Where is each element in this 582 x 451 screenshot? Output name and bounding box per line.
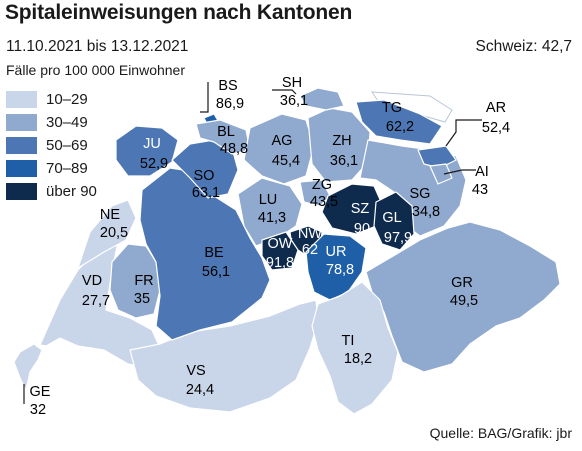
- legend-label: über 90: [46, 183, 97, 200]
- canton-so: [171, 139, 239, 199]
- canton-ti: [311, 281, 399, 415]
- canton-value-lu: 41,3: [258, 210, 286, 226]
- canton-code-bl: BL: [217, 124, 235, 140]
- canton-code-vs: VS: [186, 363, 205, 379]
- canton-value-bs: 86,9: [216, 96, 244, 112]
- national-average: Schweiz: 42,7: [475, 38, 573, 55]
- canton-code-ag: AG: [272, 133, 293, 149]
- canton-code-zg: ZG: [312, 177, 332, 193]
- canton-value-zg: 43,5: [310, 194, 338, 210]
- leader-line-ai: [443, 169, 476, 175]
- legend-swatch: [6, 114, 37, 131]
- canton-value-sg: 34,8: [412, 204, 440, 220]
- canton-code-ti: TI: [342, 333, 355, 349]
- canton-code-be: BE: [204, 245, 224, 261]
- legend-swatch: [6, 91, 37, 108]
- legend-swatch: [6, 160, 37, 177]
- canton-ju: [115, 125, 179, 177]
- canton-value-ti: 18,2: [344, 351, 372, 367]
- canton-lu: [237, 177, 303, 247]
- canton-code-nw: NW: [298, 226, 322, 242]
- canton-value-vs: 24,4: [186, 382, 214, 398]
- canton-bl: [195, 119, 251, 155]
- canton-value-bl: 48,8: [220, 141, 248, 157]
- canton-value-ge: 32: [30, 402, 46, 418]
- legend-item: 70–89: [6, 157, 97, 180]
- canton-value-ur: 78,8: [326, 262, 354, 278]
- canton-zg: [299, 179, 331, 207]
- canton-code-sg: SG: [410, 186, 431, 202]
- canton-sh: [299, 87, 345, 111]
- canton-code-bs: BS: [218, 78, 237, 94]
- canton-code-so: SO: [194, 168, 215, 184]
- canton-code-sh: SH: [282, 75, 302, 91]
- canton-ar: [417, 145, 457, 169]
- canton-value-nw: 62: [302, 242, 318, 258]
- canton-code-gr: GR: [451, 275, 473, 291]
- canton-fr: [109, 243, 161, 319]
- canton-code-sz: SZ: [351, 201, 370, 217]
- canton-ag: [243, 113, 315, 185]
- canton-ow: [261, 231, 299, 271]
- canton-code-zh: ZH: [332, 133, 351, 149]
- source-credit: Quelle: BAG/Grafik: jbr: [429, 425, 572, 441]
- leader-line-sh: [272, 89, 297, 95]
- chart-title: Spitaleinweisungen nach Kantonen: [5, 1, 353, 24]
- canton-ur: [305, 233, 367, 301]
- canton-value-zh: 36,1: [330, 153, 358, 169]
- canton-code-ow: OW: [268, 236, 293, 252]
- canton-value-gl: 97,9: [384, 230, 412, 246]
- canton-value-gr: 49,5: [450, 293, 478, 309]
- legend-title: Fälle pro 100 000 Einwohner: [6, 62, 186, 78]
- canton-gl: [373, 191, 415, 251]
- legend-label: 10–29: [46, 91, 88, 108]
- canton-ge: [13, 343, 43, 391]
- legend-item: 10–29: [6, 88, 97, 111]
- canton-value-ne: 20,5: [100, 225, 128, 241]
- canton-code-vd: VD: [82, 273, 102, 289]
- canton-ai: [429, 163, 453, 185]
- canton-code-lu: LU: [259, 192, 278, 208]
- canton-code-ar: AR: [486, 100, 506, 116]
- legend-label: 50–69: [46, 137, 88, 154]
- legend: 10–29 30–49 50–69 70–89 über 90: [6, 88, 97, 203]
- canton-code-fr: FR: [134, 273, 153, 289]
- legend-item: 30–49: [6, 111, 97, 134]
- canton-value-sz: 90: [354, 221, 370, 237]
- canton-value-vd: 27,7: [82, 293, 110, 309]
- canton-tg: [355, 99, 443, 145]
- canton-code-ai: AI: [475, 164, 489, 180]
- legend-label: 70–89: [46, 160, 88, 177]
- legend-swatch: [6, 137, 37, 154]
- canton-value-ju: 52,9: [140, 156, 168, 172]
- date-range: 11.10.2021 bis 13.12.2021: [6, 38, 189, 55]
- legend-swatch: [6, 183, 37, 200]
- canton-value-fr: 35: [134, 291, 150, 307]
- canton-value-be: 56,1: [202, 264, 230, 280]
- canton-ne: [77, 199, 137, 269]
- canton-code-gl: GL: [382, 210, 401, 226]
- canton-gr: [365, 221, 561, 373]
- canton-value-so: 63,1: [192, 185, 220, 201]
- canton-code-ge: GE: [30, 384, 51, 400]
- canton-value-sh: 36,1: [280, 93, 308, 109]
- canton-code-ur: UR: [326, 244, 347, 260]
- canton-code-tg: TG: [382, 100, 402, 116]
- canton-value-tg: 62,2: [386, 119, 414, 135]
- legend-item: 50–69: [6, 134, 97, 157]
- canton-value-ag: 45,4: [272, 153, 300, 169]
- canton-code-ju: JU: [143, 136, 161, 152]
- canton-value-ar: 52,4: [482, 120, 510, 136]
- leader-line-bs: [200, 82, 209, 113]
- legend-item: über 90: [6, 180, 97, 203]
- leader-line-ar: [445, 119, 482, 147]
- canton-code-ne: NE: [100, 207, 120, 223]
- canton-value-ow: 91,8: [266, 255, 294, 271]
- legend-label: 30–49: [46, 114, 88, 131]
- canton-value-ai: 43: [472, 182, 488, 198]
